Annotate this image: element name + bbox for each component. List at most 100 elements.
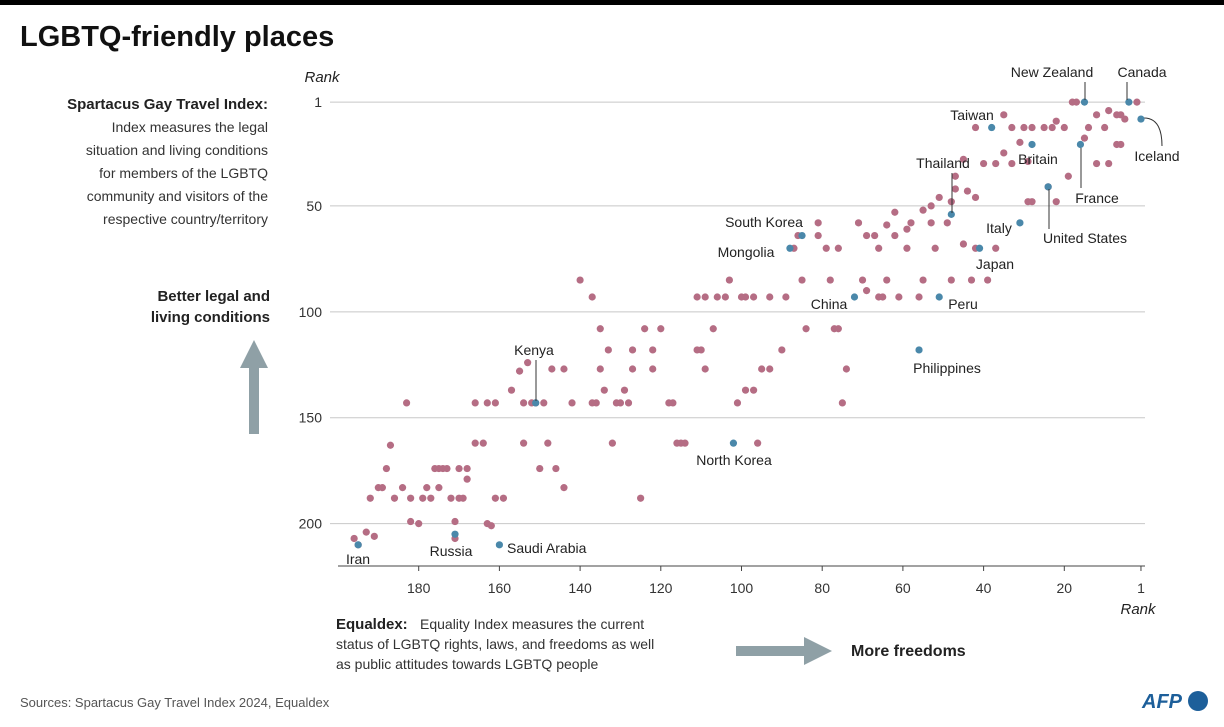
point [951, 185, 959, 193]
x-description-line: status of LGBTQ rights, laws, and freedo… [336, 636, 654, 652]
point [520, 399, 528, 407]
point [624, 399, 633, 407]
point [540, 399, 548, 407]
point [596, 325, 604, 333]
point [737, 293, 746, 301]
point [419, 494, 427, 502]
point [536, 464, 544, 473]
point [362, 528, 370, 536]
point [959, 240, 968, 248]
point [988, 123, 996, 132]
y-description-line: respective country/territory [103, 211, 268, 227]
point [895, 293, 903, 301]
point [984, 276, 992, 284]
up-arrow [240, 340, 268, 434]
leader-line [1143, 117, 1163, 147]
x-tick-label: 1 [1137, 580, 1145, 596]
point [596, 365, 604, 373]
point [879, 293, 887, 301]
point [947, 198, 955, 206]
point [935, 293, 943, 301]
point [834, 325, 842, 333]
y-tick-label: 1 [314, 94, 322, 110]
point [963, 187, 972, 195]
point-label: Japan [976, 256, 1014, 272]
point [491, 399, 499, 407]
x-description-heading: Equaldex: [336, 616, 408, 633]
point [588, 293, 596, 301]
point [495, 541, 503, 549]
y-tick-label: 200 [299, 516, 323, 532]
point [1092, 111, 1101, 119]
point [483, 399, 491, 407]
point [431, 464, 439, 473]
point [382, 464, 391, 473]
y-direction: Better legal and living conditions [151, 288, 270, 326]
y-direction-line: living conditions [151, 309, 270, 326]
point [850, 293, 859, 301]
point [548, 365, 556, 373]
point [1101, 123, 1109, 132]
point-label: North Korea [696, 452, 772, 468]
point [366, 494, 374, 502]
point [620, 386, 629, 394]
point [487, 522, 495, 530]
point [374, 484, 382, 492]
point [826, 276, 834, 284]
point [1092, 159, 1101, 168]
point [1052, 198, 1060, 206]
point [568, 399, 576, 407]
point [919, 276, 927, 284]
chart-title: LGBTQ-friendly places [20, 21, 334, 53]
point [750, 293, 758, 301]
point-label: China [811, 296, 848, 312]
x-tick-label: 100 [730, 580, 754, 596]
point [524, 359, 532, 367]
point [641, 325, 649, 333]
point-label: South Korea [725, 214, 803, 230]
point [959, 155, 968, 163]
point [951, 172, 959, 180]
point [386, 441, 395, 449]
point [390, 494, 399, 502]
point [782, 293, 790, 301]
y-description-line: Index measures the legal [112, 119, 268, 135]
point [520, 439, 528, 447]
point [741, 386, 750, 394]
point [931, 244, 939, 252]
point [862, 287, 871, 295]
y-description-line: for members of the LGBTQ [99, 165, 268, 181]
source: Sources: Spartacus Gay Travel Index 2024… [20, 695, 330, 710]
point [576, 276, 584, 284]
point [447, 494, 455, 502]
y-tick-label: 50 [306, 198, 322, 214]
point [875, 244, 883, 252]
top-bar [0, 0, 1224, 5]
point [1048, 123, 1056, 132]
point-label: Philippines [913, 360, 981, 376]
right-arrow [736, 637, 832, 665]
point [1080, 98, 1089, 106]
point [463, 464, 471, 473]
x-description-line: as public attitudes towards LGBTQ people [336, 656, 598, 672]
x-direction: More freedoms [851, 643, 966, 660]
point [709, 325, 717, 333]
point [927, 202, 935, 210]
point [1024, 157, 1032, 166]
point [649, 365, 657, 373]
point [515, 367, 524, 375]
point [1076, 140, 1085, 149]
point [891, 231, 899, 240]
point [935, 193, 943, 202]
point [980, 159, 988, 168]
point [402, 399, 411, 407]
point [903, 225, 911, 233]
point [834, 244, 842, 252]
point [560, 365, 568, 373]
point [842, 365, 851, 373]
point [854, 219, 863, 227]
point-label: Kenya [514, 342, 554, 358]
point [435, 484, 443, 492]
point [1080, 134, 1089, 142]
